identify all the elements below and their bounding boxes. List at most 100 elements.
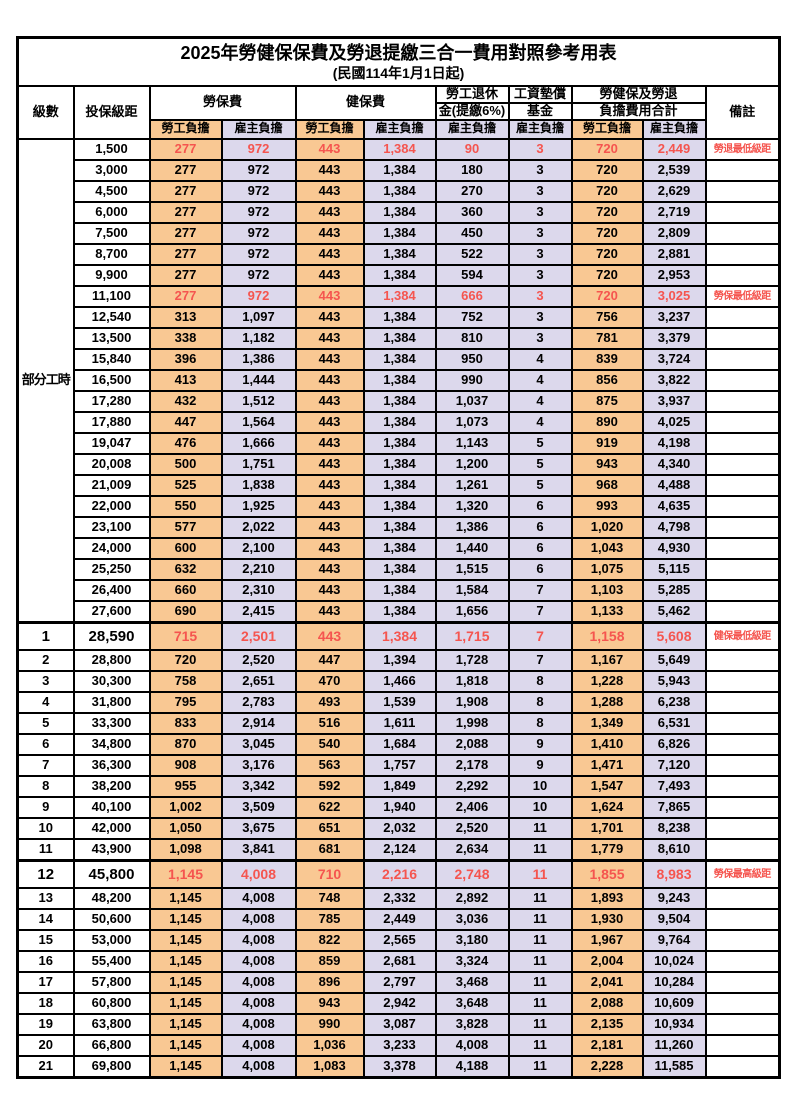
cell-health-employee: 443 [294,410,365,434]
cell-pension-employer: 2,748 [434,858,510,889]
cell-total-employer: 11,585 [641,1054,707,1079]
cell-note [704,816,781,840]
header-row-1: 級數 投保級距 勞保費 健保費 勞工退休 工資墊償 勞健保及勞退 備註 [16,85,781,140]
table-row: 9,900 277 972 443 1,384 594 3 720 2,953 [18,263,781,287]
cell-labor-employer: 1,838 [220,473,297,497]
cell-note [704,473,781,497]
cell-wage-fund-employer: 3 [507,326,573,350]
table-row: 23,100 577 2,022 443 1,384 1,386 6 1,020 4,798 [18,515,781,539]
cell-total-employee: 1,133 [570,599,644,624]
cell-health-employer: 1,384 [362,410,437,434]
table-row: 14 50,600 1,145 4,008 785 2,449 3,036 11 1,930 9,… [16,907,781,931]
cell-labor-employee: 277 [148,263,223,287]
cell-total-employer: 4,635 [641,494,707,518]
cell-salary-bracket: 34,800 [72,732,151,756]
cell-labor-employer: 1,444 [220,368,297,392]
cell-total-employee: 720 [570,263,644,287]
cell-health-employee: 516 [294,711,365,735]
cell-salary-bracket: 27,600 [72,599,151,624]
cell-health-employer: 1,940 [362,795,437,819]
cell-wage-fund-employer: 3 [507,242,573,266]
cell-total-employer: 2,539 [641,158,707,182]
cell-total-employer: 5,115 [641,557,707,581]
header-labor-employer-burden: 雇主負擔 [220,118,297,140]
cell-total-employee: 1,930 [570,907,644,931]
cell-labor-employer: 2,520 [220,648,297,672]
cell-salary-bracket: 21,009 [72,473,151,497]
cell-note [704,452,781,476]
cell-total-employee: 993 [570,494,644,518]
cell-labor-employee: 1,002 [148,795,223,819]
cell-labor-employer: 4,008 [220,991,297,1015]
table-row: 3,000 277 972 443 1,384 180 3 720 2,539 [18,158,781,182]
cell-labor-employer: 3,176 [220,753,297,777]
cell-health-employee: 493 [294,690,365,714]
cell-labor-employee: 870 [148,732,223,756]
cell-salary-bracket: 15,840 [72,347,151,371]
cell-total-employee: 943 [570,452,644,476]
cell-pension-employer: 1,440 [434,536,510,560]
cell-level: 8 [16,774,75,798]
cell-pension-employer: 2,292 [434,774,510,798]
cell-health-employer: 1,384 [362,620,437,651]
cell-health-employer: 1,384 [362,494,437,518]
cell-wage-fund-employer: 3 [507,284,573,308]
header-wage-fund-line2: 基金 [507,101,573,121]
cell-labor-employer: 4,008 [220,1012,297,1036]
cell-health-employee: 681 [294,837,365,862]
table-row: 20,008 500 1,751 443 1,384 1,200 5 943 4,340 [18,452,781,476]
cell-total-employee: 1,410 [570,732,644,756]
cell-health-employee: 785 [294,907,365,931]
cell-pension-employer: 4,188 [434,1054,510,1079]
cell-pension-employer: 2,520 [434,816,510,840]
cell-pension-employer: 450 [434,221,510,245]
cell-pension-employer: 1,073 [434,410,510,434]
cell-health-employer: 1,384 [362,137,437,161]
cell-health-employer: 1,384 [362,431,437,455]
cell-total-employer: 7,865 [641,795,707,819]
cell-salary-bracket: 25,250 [72,557,151,581]
cell-labor-employer: 2,022 [220,515,297,539]
cell-level: 5 [16,711,75,735]
cell-wage-fund-employer: 10 [507,774,573,798]
cell-labor-employee: 833 [148,711,223,735]
table-row: 7 36,300 908 3,176 563 1,757 2,178 9 1,471 7,120 [16,753,781,777]
table-row: 4,500 277 972 443 1,384 270 3 720 2,629 [18,179,781,203]
cell-total-employer: 5,608 [641,620,707,651]
table-row: 19,047 476 1,666 443 1,384 1,143 5 919 4,198 [18,431,781,455]
table-row: 10 42,000 1,050 3,675 651 2,032 2,520 11 1,701 8,… [16,816,781,840]
cell-health-employee: 447 [294,648,365,672]
cell-health-employer: 1,384 [362,284,437,308]
cell-labor-employee: 1,145 [148,991,223,1015]
cell-labor-employee: 277 [148,137,223,161]
cell-labor-employer: 1,182 [220,326,297,350]
cell-salary-bracket: 42,000 [72,816,151,840]
cell-labor-employer: 2,651 [220,669,297,693]
cell-pension-employer: 2,088 [434,732,510,756]
cell-wage-fund-employer: 6 [507,557,573,581]
cell-labor-employer: 972 [220,158,297,182]
cell-salary-bracket: 31,800 [72,690,151,714]
cell-labor-employee: 277 [148,158,223,182]
cell-pension-employer: 1,320 [434,494,510,518]
cell-wage-fund-employer: 8 [507,669,573,693]
cell-total-employer: 4,025 [641,410,707,434]
table-row: 15 53,000 1,145 4,008 822 2,565 3,180 11 1,967 9,… [16,928,781,952]
cell-total-employer: 10,609 [641,991,707,1015]
cell-labor-employer: 1,925 [220,494,297,518]
cell-pension-employer: 3,180 [434,928,510,952]
cell-health-employer: 1,384 [362,536,437,560]
title-row: 2025年勞健保保費及勞退提繳三合一費用對照參考用表 (民國114年1月1日起) [16,36,781,87]
cell-health-employer: 2,942 [362,991,437,1015]
cell-salary-bracket: 3,000 [72,158,151,182]
cell-labor-employer: 972 [220,221,297,245]
cell-health-employee: 443 [294,200,365,224]
table-row: 22,000 550 1,925 443 1,384 1,320 6 993 4,635 [18,494,781,518]
table-row: 11 43,900 1,098 3,841 681 2,124 2,634 11 1,779 8,… [16,837,781,862]
cell-level: 4 [16,690,75,714]
cell-pension-employer: 2,406 [434,795,510,819]
cell-labor-employer: 2,501 [220,620,297,651]
cell-total-employee: 720 [570,179,644,203]
cell-health-employer: 2,216 [362,858,437,889]
header-health-employee-burden: 勞工負擔 [294,118,365,140]
